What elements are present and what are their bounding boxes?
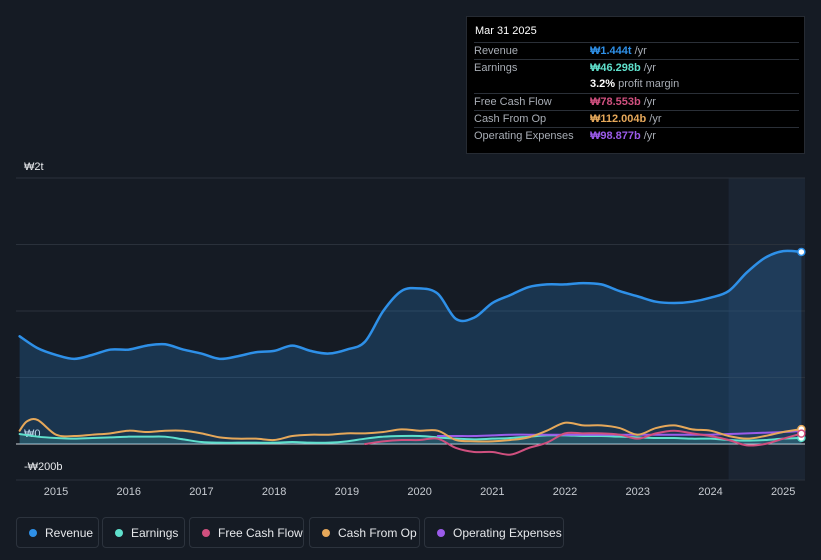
legend-item-earnings[interactable]: Earnings [102,517,185,548]
x-tick-label: 2025 [771,486,795,498]
tooltip-unit: /yr [634,45,647,57]
tooltip-row-operating-expenses: Operating Expenses ₩98.877b/yr [474,127,799,145]
series-area-revenue [19,250,802,444]
tooltip-value: ₩98.877b/yr [590,130,656,142]
legend-label: Operating Expenses [453,526,562,540]
series-end-marker [797,247,806,257]
tooltip-unit: /yr [643,96,656,108]
tooltip-value-text: ₩112.004b [590,113,647,125]
tooltip-date: Mar 31 2025 [475,25,537,37]
x-tick-label: 2022 [553,486,577,498]
y-tick-label: -₩200b [24,461,63,473]
tooltip-label: Free Cash Flow [474,96,552,108]
tooltip-row-revenue: Revenue ₩1.444t/yr [474,42,799,60]
series-line-cash-from-op [18,418,803,443]
tooltip-label: Revenue [474,45,519,57]
legend-dot-icon [437,529,445,537]
legend-item-free-cash-flow[interactable]: Free Cash Flow [189,517,304,548]
series-line-earnings [18,433,803,444]
x-tick-label: 2016 [116,486,140,498]
tooltip-unit: /yr [643,130,656,142]
tooltip-row-earnings: Earnings ₩46.298b/yr [474,59,799,77]
tooltip-unit: /yr [643,62,656,74]
legend-label: Revenue [45,526,94,540]
tooltip-value-text: ₩78.553b [590,96,641,108]
tooltip-value: ₩1.444t/yr [590,45,647,57]
legend-item-revenue[interactable]: Revenue [16,517,99,548]
legend-dot-icon [322,529,330,537]
data-tooltip: Mar 31 2025 Revenue ₩1.444t/yr Earnings … [466,16,805,154]
tooltip-value-text: ₩1.444t [590,45,632,57]
tooltip-label: Earnings [474,62,518,74]
x-tick-label: 2019 [335,486,359,498]
tooltip-row-cash-from-op: Cash From Op ₩112.004b/yr [474,110,799,128]
tooltip-value: ₩112.004b/yr [590,113,662,125]
y-tick-label: ₩2t [24,161,44,173]
series-line-revenue [18,249,803,361]
tooltip-value: 3.2% profit margin [590,78,679,90]
tooltip-unit: profit margin [618,78,680,90]
x-tick-label: 2020 [407,486,431,498]
x-tick-label: 2024 [698,486,722,498]
tooltip-label: Cash From Op [474,113,547,125]
series-end-marker [797,429,806,438]
legend-label: Cash From Op [338,526,417,540]
tooltip-row-profit-margin: 3.2% profit margin [474,76,799,93]
legend-dot-icon [202,529,210,537]
tooltip-value-text: 3.2% [590,78,616,90]
legend-item-cash-from-op[interactable]: Cash From Op [309,517,420,548]
x-tick-label: 2018 [262,486,286,498]
tooltip-row-free-cash-flow: Free Cash Flow ₩78.553b/yr [474,93,799,111]
x-tick-label: 2023 [626,486,650,498]
x-tick-label: 2021 [480,486,504,498]
tooltip-value-text: ₩98.877b [590,130,641,142]
legend-dot-icon [29,529,37,537]
tooltip-value: ₩78.553b/yr [590,96,656,108]
tooltip-value: ₩46.298b/yr [590,62,656,74]
x-tick-label: 2017 [189,486,213,498]
tooltip-value-text: ₩46.298b [590,62,641,74]
legend-label: Free Cash Flow [218,526,303,540]
series-line-free-cash-flow [364,429,803,456]
legend-label: Earnings [131,526,179,540]
legend-item-operating-expenses[interactable]: Operating Expenses [424,517,564,548]
tooltip-label: Operating Expenses [474,130,574,142]
x-tick-label: 2015 [44,486,68,498]
tooltip-unit: /yr [649,113,662,125]
legend-dot-icon [115,529,123,537]
